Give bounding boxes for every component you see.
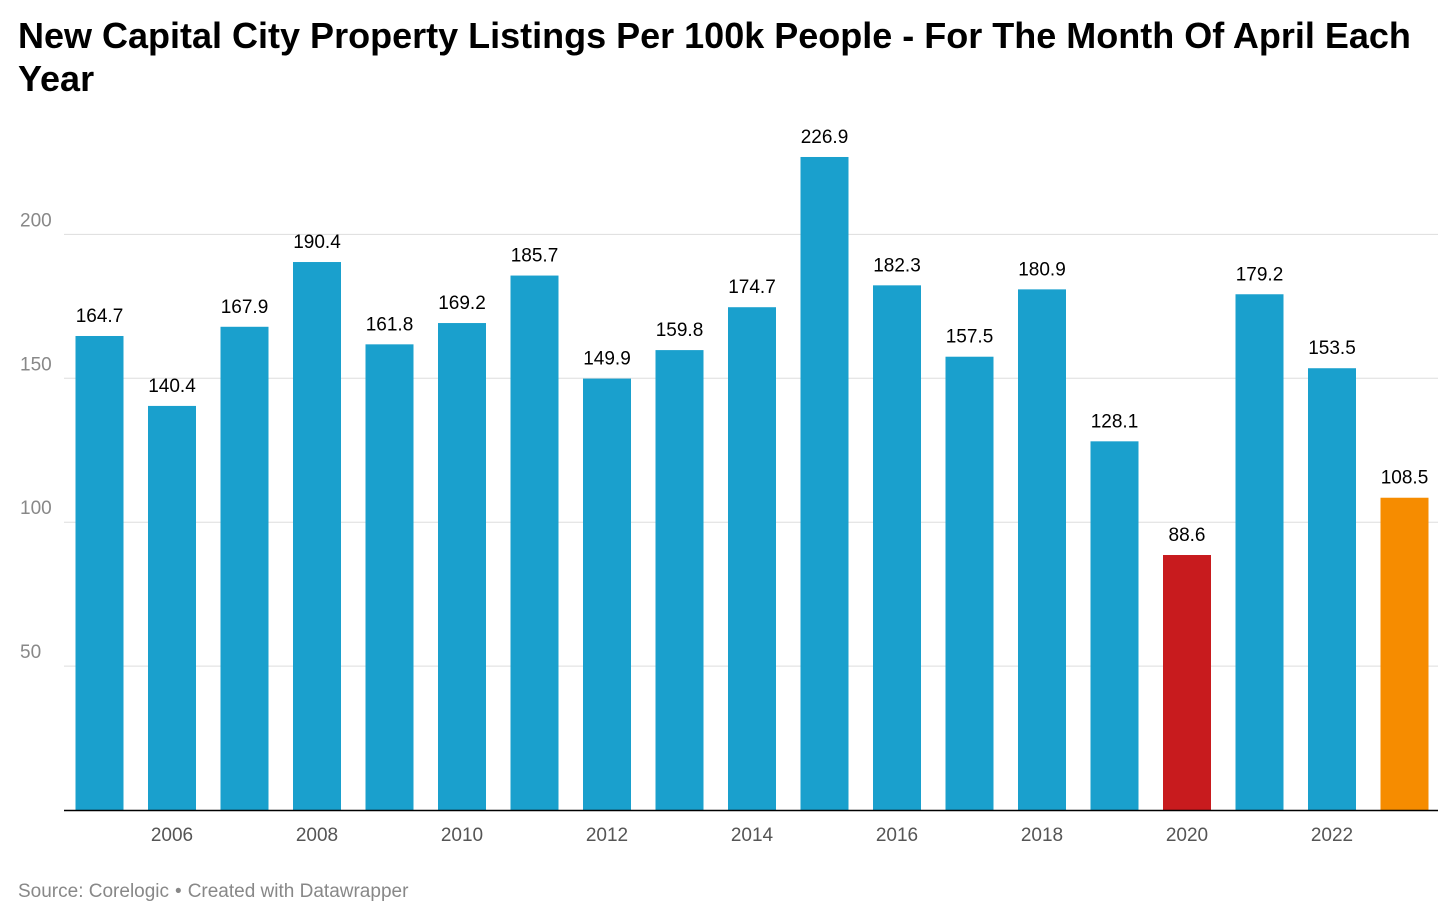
value-label-2017: 157.5: [946, 327, 994, 348]
x-tick-label: 2016: [876, 825, 918, 846]
x-tick-label: 2006: [151, 825, 193, 846]
value-label-2007: 167.9: [221, 297, 269, 318]
value-label-2011: 185.7: [511, 246, 559, 267]
bar-2009: [365, 344, 414, 810]
x-tick-label: 2010: [441, 825, 483, 846]
y-tick-label: 100: [20, 498, 52, 519]
value-label-2018: 180.9: [1018, 259, 1066, 280]
x-tick-label: 2022: [1311, 825, 1353, 846]
y-tick-label: 150: [20, 354, 52, 375]
x-tick-label: 2018: [1021, 825, 1063, 846]
bar-2020: [1163, 555, 1211, 810]
credit-note: Created with Datawrapper: [187, 881, 409, 902]
value-label-2019: 128.1: [1091, 411, 1139, 432]
value-label-2013: 159.8: [656, 320, 704, 341]
bar-2018: [1018, 289, 1066, 810]
bar-2008: [293, 262, 341, 810]
bar-2006: [148, 405, 196, 810]
bar-2015: [800, 156, 849, 810]
value-label-2006: 140.4: [148, 376, 196, 397]
value-label-2015: 226.9: [801, 127, 849, 148]
bar-2021: [1235, 294, 1284, 810]
value-labels: 164.7 140.4 167.9 190.4 161.8 169.2 185.7 149.9…: [76, 127, 1429, 546]
bar-2012: [583, 378, 631, 810]
x-tick-label: 2012: [586, 825, 628, 846]
value-label-2008: 190.4: [293, 232, 341, 253]
x-tick-label: 2008: [296, 825, 338, 846]
value-label-2021: 179.2: [1236, 264, 1284, 285]
y-axis-ticks: 50 100 150 200: [20, 210, 52, 663]
value-label-2023: 108.5: [1381, 468, 1429, 489]
chart-footer: Source: Corelogic • Created with Datawrapp…: [18, 881, 408, 903]
chart-title: New Capital City Property Listings Per 1…: [18, 15, 1411, 99]
value-label-2005: 164.7: [76, 306, 124, 327]
value-label-2014: 174.7: [728, 277, 776, 298]
bar-2007: [220, 326, 269, 810]
value-label-2022: 153.5: [1308, 338, 1356, 359]
y-tick-label: 50: [20, 642, 41, 663]
bar-2017: [945, 356, 994, 810]
x-axis-ticks: 2006 2008 2010 2012 2014 2016 2018 2020 2022: [151, 825, 1353, 846]
source-note: Source: Corelogic: [18, 881, 170, 902]
value-label-2009: 161.8: [366, 314, 414, 335]
bars: [75, 156, 1429, 811]
bar-2019: [1090, 441, 1139, 810]
value-label-2010: 169.2: [438, 293, 486, 314]
y-tick-label: 200: [20, 210, 52, 231]
footer-separator: •: [175, 881, 182, 902]
bar-2011: [510, 275, 559, 810]
value-label-2020: 88.6: [1169, 525, 1206, 546]
bar-2014: [728, 307, 776, 810]
bar-2013: [655, 350, 704, 810]
x-tick-label: 2020: [1166, 825, 1208, 846]
bar-2016: [873, 285, 921, 811]
bar-2005: [75, 335, 124, 810]
value-label-2012: 149.9: [583, 349, 631, 370]
bar-2010: [438, 323, 486, 810]
x-tick-label: 2014: [731, 825, 774, 846]
bar-2022: [1308, 368, 1356, 810]
value-label-2016: 182.3: [873, 255, 921, 276]
bar-2023: [1380, 497, 1429, 810]
